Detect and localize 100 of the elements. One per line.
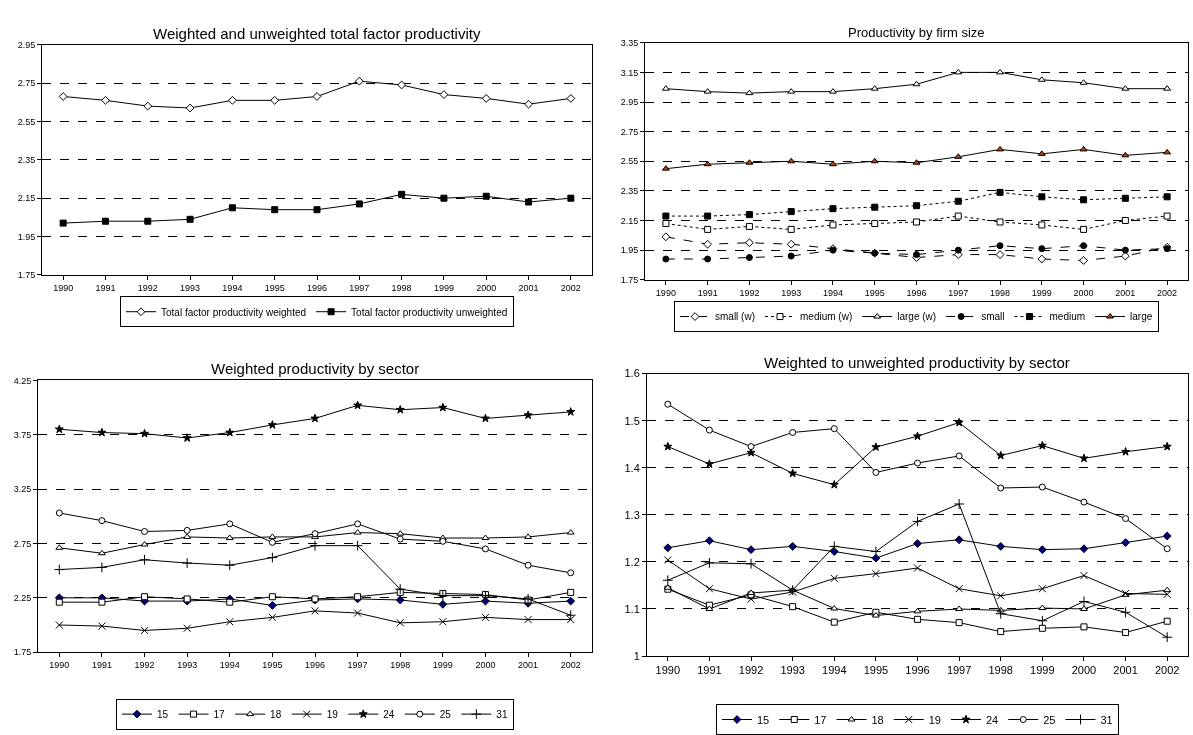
y-tick-label: 4.25 [13,375,32,386]
x-tick-label: 1999 [432,659,453,670]
x-tick-label: 1996 [906,287,927,298]
x-tick-label: 2002 [1157,287,1178,298]
x-tick-label: 1990 [49,659,70,670]
x-tick-label: 1998 [988,664,1013,677]
legend-label: medium (w) [800,311,853,323]
x-tick-label: 1997 [349,282,370,293]
y-tick-label: 2.35 [620,186,639,197]
x-tick-label: 1995 [264,282,285,293]
x-tick-label: 1994 [222,282,243,293]
legend-label: 31 [1100,713,1113,726]
y-tick-label: 2.35 [17,154,36,165]
x-tick-label: 1997 [347,659,368,670]
y-tick-label: 1.95 [620,245,639,256]
legend-label: large [1130,311,1153,323]
x-tick-label: 2002 [560,282,581,293]
x-tick-label: 2001 [1113,664,1138,677]
legend-label: 17 [814,713,827,726]
y-tick-label: 2.25 [13,592,32,603]
x-tick-label: 1997 [946,664,972,677]
legend-label: 19 [928,713,941,726]
chart-title: Weighted to unweighted productivity by sector [764,354,1070,371]
x-tick-label: 1998 [390,659,411,670]
x-tick-label: 1996 [306,282,328,293]
y-tick-label: 3.15 [620,67,639,78]
x-tick-label: 1994 [822,664,847,677]
y-tick-label: 2.95 [17,39,36,50]
legend-label: 19 [326,709,339,721]
y-tick-label: 2.75 [13,538,32,549]
legend-label: 31 [496,709,508,721]
x-tick-label: 1993 [781,287,802,298]
legend-label: 18 [270,709,282,721]
y-tick-label: 2.75 [620,126,639,137]
y-tick-label: 1.75 [13,647,32,658]
x-tick-label: 2000 [1073,287,1094,298]
x-tick-label: 1993 [177,659,198,670]
x-tick-label: 1990 [655,287,676,298]
x-tick-label: 1993 [180,282,201,293]
x-tick-label: 1994 [219,659,240,670]
chart-title: Productivity by firm size [848,25,985,40]
legend-label: 17 [213,709,226,721]
y-tick-label: 3.25 [13,484,32,495]
y-tick-label: 2.55 [620,156,639,167]
chart-title: Weighted and unweighted total factor productivity [153,25,481,42]
legend-label: medium [1049,311,1086,323]
x-tick-label: 1992 [738,664,764,677]
y-tick-label: 1.1 [624,602,640,615]
legend-label: 24 [986,713,999,726]
x-tick-label: 1990 [53,282,74,293]
x-tick-label: 1992 [739,287,760,298]
x-tick-label: 1995 [864,287,885,298]
y-tick-label: 1.5 [624,414,640,427]
x-tick-label: 1998 [990,287,1011,298]
x-tick-label: 2001 [518,659,539,670]
x-tick-label: 2000 [476,282,497,293]
x-tick-label: 1991 [91,659,112,670]
x-tick-label: 1996 [905,664,930,677]
x-tick-label: 1996 [304,659,326,670]
y-tick-label: 2.15 [620,215,639,226]
y-tick-label: 2.95 [620,97,639,108]
y-tick-label: 2.55 [17,116,36,127]
y-tick-label: 3.35 [620,37,639,48]
legend-label: 18 [871,713,884,726]
y-tick-label: 1.6 [624,367,640,380]
x-tick-label: 1990 [655,664,681,677]
legend-label: Total factor productivity weighted [161,306,307,318]
x-tick-label: 2002 [560,659,581,670]
legend-label: small (w) [715,311,755,323]
legend-label: large (w) [897,311,937,323]
x-tick-label: 1991 [95,282,116,293]
x-tick-label: 1999 [433,282,454,293]
x-tick-label: 1999 [1031,287,1052,298]
x-tick-label: 1995 [262,659,283,670]
y-tick-label: 2.75 [17,78,36,89]
x-tick-label: 1991 [697,664,722,677]
x-tick-label: 1999 [1030,664,1055,677]
y-tick-label: 1.95 [17,231,36,242]
y-tick-label: 1.75 [620,274,639,285]
y-tick-label: 2.15 [17,193,36,204]
x-tick-label: 1998 [391,282,412,293]
x-tick-label: 1993 [780,664,805,677]
legend-label: 25 [1043,713,1056,726]
x-tick-label: 2000 [475,659,496,670]
legend-label: 15 [157,709,169,721]
legend-label: small [981,311,1005,323]
y-tick-label: 1.3 [624,508,640,521]
legend-label: 15 [757,713,770,726]
legend-label: 25 [439,709,452,721]
x-tick-label: 1992 [134,659,155,670]
y-tick-label: 1.75 [17,270,36,281]
x-tick-label: 1991 [697,287,718,298]
y-tick-label: 3.75 [13,429,32,440]
x-tick-label: 1994 [822,287,843,298]
x-tick-label: 1992 [137,282,158,293]
y-tick-label: 1 [633,649,640,662]
x-tick-label: 2001 [518,282,539,293]
x-tick-label: 2000 [1071,664,1097,677]
y-tick-label: 1.2 [624,555,640,568]
legend-label: 24 [383,709,395,721]
